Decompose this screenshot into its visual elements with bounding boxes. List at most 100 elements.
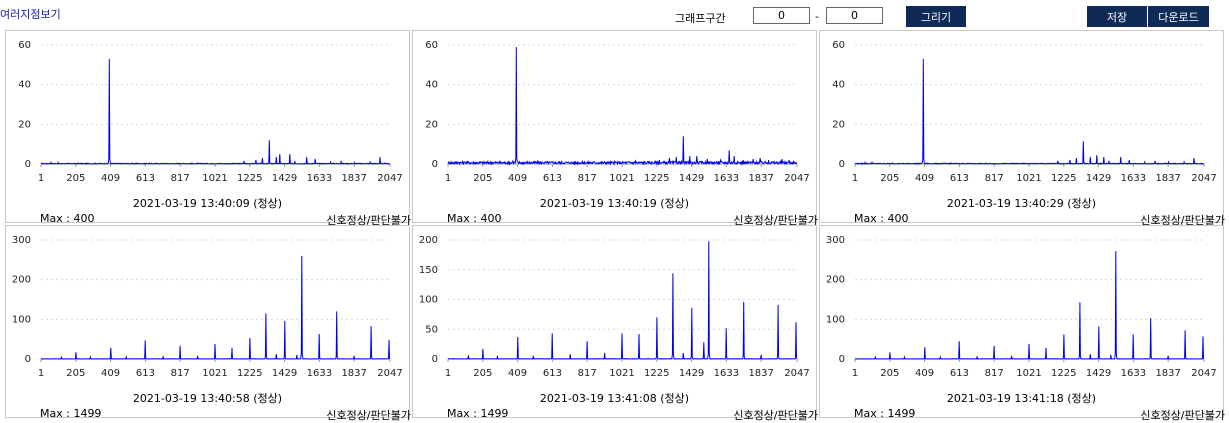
x-tick-label: 1837 xyxy=(748,368,773,379)
x-tick-label: 1021 xyxy=(202,368,227,379)
y-tick-label: 40 xyxy=(832,80,845,91)
y-tick-label: 100 xyxy=(826,314,845,325)
y-tick-label: 300 xyxy=(826,235,845,246)
x-tick-label: 817 xyxy=(578,173,597,184)
x-tick-label: 2047 xyxy=(784,368,809,379)
y-tick-label: 50 xyxy=(425,324,438,335)
x-tick-label: 205 xyxy=(880,173,899,184)
x-tick-label: 613 xyxy=(950,368,969,379)
x-tick-label: 817 xyxy=(985,173,1004,184)
spectrum-panel-4: 0 100 200 300 1 205 409 613 817 1021 1225 1429 1633 1… xyxy=(5,225,411,422)
x-tick-label: 409 xyxy=(101,368,120,379)
x-tick-label: 1021 xyxy=(1016,173,1041,184)
x-tick-label: 1225 xyxy=(644,368,669,379)
spectrum-series-line xyxy=(854,58,1205,165)
spectrum-chart: 0 20 40 60 1 205 409 613 817 1021 1225 1429 1633 1837… xyxy=(18,40,402,184)
range-from-input[interactable] xyxy=(753,7,810,24)
y-tick-label: 100 xyxy=(419,295,438,306)
measurement-timestamp: 2021-03-19 13:41:08 (정상) xyxy=(539,392,690,405)
x-tick-label: 2047 xyxy=(377,173,402,184)
signal-status: 신호정상/판단불가 xyxy=(326,214,411,227)
x-tick-label: 1225 xyxy=(644,173,669,184)
x-tick-label: 613 xyxy=(543,368,562,379)
x-tick-label: 1429 xyxy=(1086,173,1111,184)
x-tick-label: 613 xyxy=(543,173,562,184)
max-label: Max : 1499 xyxy=(447,407,509,420)
x-tick-label: 613 xyxy=(950,173,969,184)
measurement-timestamp: 2021-03-19 13:40:29 (정상) xyxy=(946,197,1097,210)
x-tick-label: 409 xyxy=(915,173,934,184)
x-tick-label: 817 xyxy=(171,173,190,184)
x-tick-label: 1 xyxy=(38,368,44,379)
page-title: 여러지점보기 xyxy=(0,8,61,21)
max-label: Max : 400 xyxy=(40,212,95,225)
y-tick-label: 200 xyxy=(419,235,438,246)
x-tick-label: 817 xyxy=(171,368,190,379)
x-tick-label: 1 xyxy=(852,173,858,184)
x-tick-label: 205 xyxy=(880,368,899,379)
y-tick-label: 20 xyxy=(425,119,438,130)
x-tick-label: 409 xyxy=(915,368,934,379)
measurement-timestamp: 2021-03-19 13:40:19 (정상) xyxy=(539,197,690,210)
x-tick-label: 1837 xyxy=(341,368,366,379)
x-tick-label: 1633 xyxy=(307,173,332,184)
measurement-timestamp: 2021-03-19 13:40:09 (정상) xyxy=(132,197,283,210)
spectrum-series-line xyxy=(447,46,798,166)
x-tick-label: 1 xyxy=(445,368,451,379)
spectrum-series-line xyxy=(40,255,391,360)
y-tick-label: 150 xyxy=(419,265,438,276)
x-tick-label: 1 xyxy=(38,173,44,184)
y-tick-label: 0 xyxy=(839,354,845,365)
x-tick-label: 1225 xyxy=(1051,368,1076,379)
x-tick-label: 1633 xyxy=(714,173,739,184)
draw-button[interactable]: 그리기 xyxy=(906,6,966,27)
y-tick-label: 0 xyxy=(432,354,438,365)
x-tick-label: 205 xyxy=(473,368,492,379)
save-button[interactable]: 저장 xyxy=(1087,6,1147,27)
signal-status: 신호정상/판단불가 xyxy=(1140,214,1225,227)
x-tick-label: 1225 xyxy=(237,173,262,184)
x-tick-label: 1633 xyxy=(307,368,332,379)
x-tick-label: 1429 xyxy=(272,173,297,184)
x-tick-label: 1225 xyxy=(1051,173,1076,184)
x-tick-label: 2047 xyxy=(1191,368,1216,379)
y-tick-label: 60 xyxy=(832,40,845,51)
spectrum-panel-3: 0 20 40 60 1 205 409 613 817 1021 1225 1429 1633 1837… xyxy=(819,30,1225,227)
x-tick-label: 1429 xyxy=(272,368,297,379)
x-tick-label: 1633 xyxy=(1121,173,1146,184)
y-tick-label: 200 xyxy=(826,275,845,286)
x-tick-label: 1633 xyxy=(1121,368,1146,379)
signal-status: 신호정상/판단불가 xyxy=(733,214,818,227)
x-tick-label: 1 xyxy=(852,368,858,379)
range-to-input[interactable] xyxy=(826,7,883,24)
x-tick-label: 1225 xyxy=(237,368,262,379)
x-tick-label: 1837 xyxy=(341,173,366,184)
spectrum-panel-6: 0 100 200 300 1 205 409 613 817 1021 1225 1429 1633 1… xyxy=(819,225,1225,422)
spectrum-series-line xyxy=(41,58,391,165)
y-tick-label: 0 xyxy=(25,354,31,365)
download-button[interactable]: 다운로드 xyxy=(1148,6,1209,27)
spectrum-chart: 0 100 200 300 1 205 409 613 817 1021 1225 1429 1633 1… xyxy=(826,235,1217,379)
y-tick-label: 60 xyxy=(18,40,31,51)
y-tick-label: 40 xyxy=(425,80,438,91)
x-tick-label: 2047 xyxy=(1191,173,1216,184)
x-tick-label: 1429 xyxy=(1086,368,1111,379)
x-tick-label: 1429 xyxy=(679,368,704,379)
measurement-timestamp: 2021-03-19 13:41:18 (정상) xyxy=(946,392,1097,405)
x-tick-label: 409 xyxy=(508,368,527,379)
spectrum-panel-5: 0 50 100 150 200 1 205 409 613 817 1021 1225 1429 163… xyxy=(412,225,818,422)
spectrum-series-line xyxy=(854,251,1205,360)
signal-status: 신호정상/판단불가 xyxy=(733,409,818,422)
spectrum-chart: 0 20 40 60 1 205 409 613 817 1021 1225 1429 1633 1837… xyxy=(832,40,1216,184)
x-tick-label: 1837 xyxy=(1155,368,1180,379)
x-tick-label: 817 xyxy=(578,368,597,379)
x-tick-label: 205 xyxy=(473,173,492,184)
y-tick-label: 0 xyxy=(839,159,845,170)
x-tick-label: 1021 xyxy=(202,173,227,184)
x-tick-label: 613 xyxy=(136,368,155,379)
x-tick-label: 409 xyxy=(508,173,527,184)
x-tick-label: 1837 xyxy=(1155,173,1180,184)
x-tick-label: 817 xyxy=(985,368,1004,379)
range-separator: - xyxy=(815,10,819,23)
max-label: Max : 1499 xyxy=(40,407,102,420)
